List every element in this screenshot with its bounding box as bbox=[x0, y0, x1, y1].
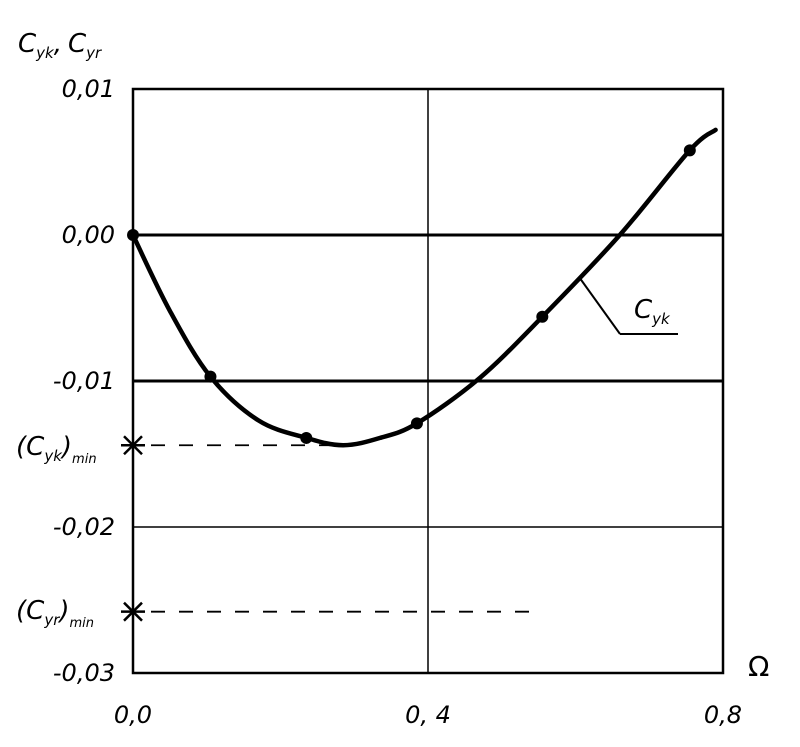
data-point-4 bbox=[536, 310, 549, 323]
x-tick-label-1: 0, 4 bbox=[405, 701, 451, 729]
y-tick-label-1: 0,00 bbox=[62, 221, 115, 249]
data-point-0 bbox=[127, 229, 139, 241]
data-point-5 bbox=[683, 144, 696, 157]
cyk-min-label: (Cyk)min bbox=[16, 432, 97, 467]
data-point-1 bbox=[204, 370, 217, 383]
x-tick-label-0: 0,0 bbox=[114, 701, 152, 729]
grid bbox=[133, 89, 723, 673]
min-markers bbox=[121, 435, 532, 622]
x-axis-label: Ω bbox=[748, 650, 769, 683]
y-tick-label-3: -0,02 bbox=[53, 513, 115, 541]
cyr-min-label: (Cyr)min bbox=[16, 596, 94, 631]
series-cyk-leader bbox=[579, 278, 621, 335]
y-tick-label-0: 0,01 bbox=[62, 75, 115, 103]
marker-Cyk_min bbox=[121, 435, 333, 456]
marker-Cyr_min bbox=[121, 601, 532, 622]
data-point-3 bbox=[410, 417, 423, 430]
y-tick-label-4: -0,03 bbox=[53, 659, 115, 687]
series-cyk-line bbox=[130, 127, 718, 448]
y-tick-labels: 0,01 0,00 -0,01 -0,02 -0,03 bbox=[53, 75, 115, 687]
y-tick-label-2: -0,01 bbox=[53, 367, 115, 395]
x-tick-label-2: 0,8 bbox=[704, 701, 742, 729]
data-point-2 bbox=[300, 431, 313, 444]
x-tick-labels: 0,0 0, 4 0,8 bbox=[114, 701, 742, 729]
series-cyk-label: Cyk bbox=[634, 295, 671, 328]
series-cyk-points bbox=[127, 144, 696, 444]
y-axis-label: Cyk, Cyr bbox=[18, 29, 102, 62]
